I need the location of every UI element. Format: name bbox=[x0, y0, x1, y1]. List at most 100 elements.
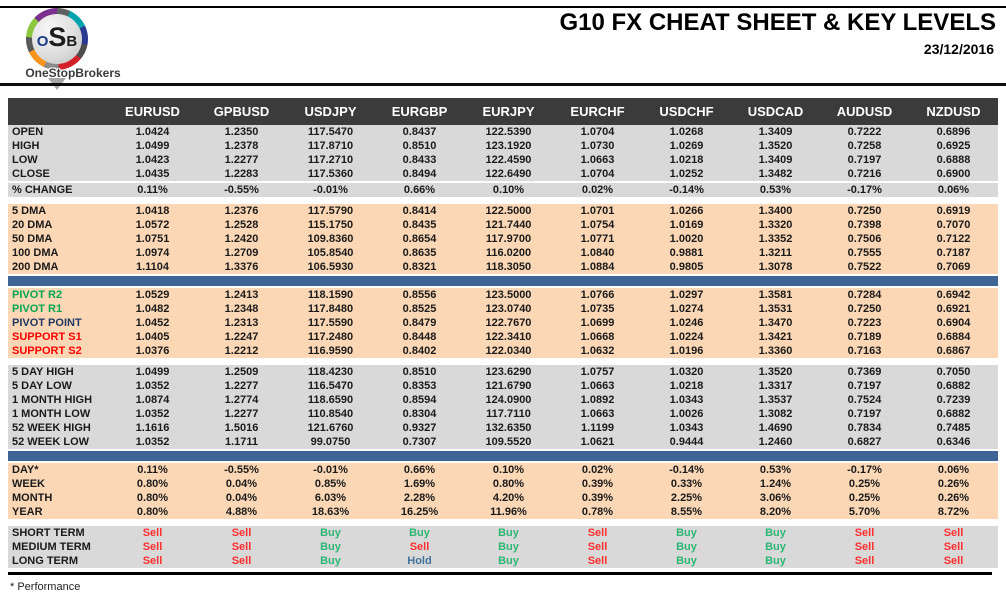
row-label: 5 DMA bbox=[8, 204, 108, 218]
row-label: % CHANGE bbox=[8, 181, 108, 197]
cell: 1.3482 bbox=[731, 167, 820, 182]
table-row: HIGH 1.0499 1.2378 117.8710 0.8510 123.1920 1.… bbox=[8, 139, 998, 153]
cell: 0.8402 bbox=[375, 344, 464, 358]
cell: 0.11% bbox=[108, 181, 197, 197]
cell: 0.10% bbox=[464, 462, 553, 477]
cell: 1.0246 bbox=[642, 316, 731, 330]
cell: 1.2348 bbox=[197, 302, 286, 316]
cell: 1.2212 bbox=[197, 344, 286, 358]
cell: 116.0200 bbox=[464, 246, 553, 260]
table-row: 20 DMA 1.0572 1.2528 115.1750 0.8435 121.7440… bbox=[8, 218, 998, 232]
cell: 124.0900 bbox=[464, 393, 553, 407]
cell: 1.0884 bbox=[553, 260, 642, 275]
row-label: SUPPORT S2 bbox=[8, 344, 108, 358]
row-label: 50 DMA bbox=[8, 232, 108, 246]
cell: 1.0026 bbox=[642, 407, 731, 421]
cell: 1.2247 bbox=[197, 330, 286, 344]
cell: 1.0343 bbox=[642, 393, 731, 407]
cell: 0.7197 bbox=[820, 379, 909, 393]
cell: -0.14% bbox=[642, 462, 731, 477]
cell: 109.8360 bbox=[286, 232, 375, 246]
cell: 0.8494 bbox=[375, 167, 464, 182]
cell: Sell bbox=[197, 540, 286, 554]
table-row: 52 WEEK HIGH 1.1616 1.5016 121.6760 0.9327 13… bbox=[8, 421, 998, 435]
cell: 121.6790 bbox=[464, 379, 553, 393]
cell: 0.6888 bbox=[909, 153, 998, 167]
cell: 1.2277 bbox=[197, 379, 286, 393]
table-row: 1 MONTH LOW 1.0352 1.2277 110.8540 0.8304 117… bbox=[8, 407, 998, 421]
column-header-usdcad: USDCAD bbox=[731, 98, 820, 125]
cell: 0.6346 bbox=[909, 435, 998, 450]
cell: 0.7485 bbox=[909, 421, 998, 435]
cell: 1.0352 bbox=[108, 407, 197, 421]
cell: 0.06% bbox=[909, 462, 998, 477]
cell: 0.80% bbox=[108, 505, 197, 519]
cell: 0.7522 bbox=[820, 260, 909, 275]
cell: 1.0482 bbox=[108, 302, 197, 316]
cell: 16.25% bbox=[375, 505, 464, 519]
row-label: YEAR bbox=[8, 505, 108, 519]
cell: 1.0874 bbox=[108, 393, 197, 407]
cell: 1.0269 bbox=[642, 139, 731, 153]
cell: 1.2528 bbox=[197, 218, 286, 232]
cell: -0.01% bbox=[286, 462, 375, 477]
cell: 1.0663 bbox=[553, 153, 642, 167]
cell: 117.2710 bbox=[286, 153, 375, 167]
cell: 1.0699 bbox=[553, 316, 642, 330]
cell: 1.69% bbox=[375, 477, 464, 491]
cell: 1.0663 bbox=[553, 407, 642, 421]
cell: 116.5470 bbox=[286, 379, 375, 393]
cell: 1.3409 bbox=[731, 125, 820, 139]
cell: 8.55% bbox=[642, 505, 731, 519]
cell: 0.8510 bbox=[375, 139, 464, 153]
cell: 122.6490 bbox=[464, 167, 553, 182]
cell: 1.0252 bbox=[642, 167, 731, 182]
cell: -0.17% bbox=[820, 462, 909, 477]
cell: 122.7670 bbox=[464, 316, 553, 330]
cell: 115.1750 bbox=[286, 218, 375, 232]
cell: 0.33% bbox=[642, 477, 731, 491]
cell: 0.8437 bbox=[375, 125, 464, 139]
section-gap bbox=[8, 519, 998, 526]
cell: 0.7284 bbox=[820, 287, 909, 302]
cell: 1.3520 bbox=[731, 139, 820, 153]
cell: 0.8448 bbox=[375, 330, 464, 344]
cell: Buy bbox=[731, 554, 820, 568]
cell: 0.7307 bbox=[375, 435, 464, 450]
cell: Buy bbox=[286, 540, 375, 554]
cell: 1.2709 bbox=[197, 246, 286, 260]
cell: 106.5930 bbox=[286, 260, 375, 275]
cell: 11.96% bbox=[464, 505, 553, 519]
row-label: 200 DMA bbox=[8, 260, 108, 275]
table-row: 5 DAY LOW 1.0352 1.2277 116.5470 0.8353 121.6… bbox=[8, 379, 998, 393]
cell: 0.39% bbox=[553, 491, 642, 505]
cell: Buy bbox=[642, 554, 731, 568]
cell: 1.1199 bbox=[553, 421, 642, 435]
cell: Buy bbox=[375, 526, 464, 540]
row-label: PIVOT R2 bbox=[8, 287, 108, 302]
row-label: PIVOT POINT bbox=[8, 316, 108, 330]
row-label: 20 DMA bbox=[8, 218, 108, 232]
cell: 1.3581 bbox=[731, 287, 820, 302]
corner-cell bbox=[8, 98, 108, 125]
cell: 0.8635 bbox=[375, 246, 464, 260]
table-row: % CHANGE 0.11% -0.55% -0.01% 0.66% 0.10% 0.02%… bbox=[8, 181, 998, 197]
cell: 0.7050 bbox=[909, 365, 998, 379]
cell: Sell bbox=[553, 540, 642, 554]
row-label: SHORT TERM bbox=[8, 526, 108, 540]
cell: 2.28% bbox=[375, 491, 464, 505]
cell: 0.7187 bbox=[909, 246, 998, 260]
cell: 0.7197 bbox=[820, 153, 909, 167]
cell: Sell bbox=[820, 554, 909, 568]
cell: Buy bbox=[642, 540, 731, 554]
cell: 0.7555 bbox=[820, 246, 909, 260]
cell: 0.25% bbox=[820, 477, 909, 491]
cell: 118.3050 bbox=[464, 260, 553, 275]
blue-divider bbox=[8, 449, 998, 463]
cell: 0.7834 bbox=[820, 421, 909, 435]
cell: 1.0892 bbox=[553, 393, 642, 407]
cell: -0.55% bbox=[197, 181, 286, 197]
